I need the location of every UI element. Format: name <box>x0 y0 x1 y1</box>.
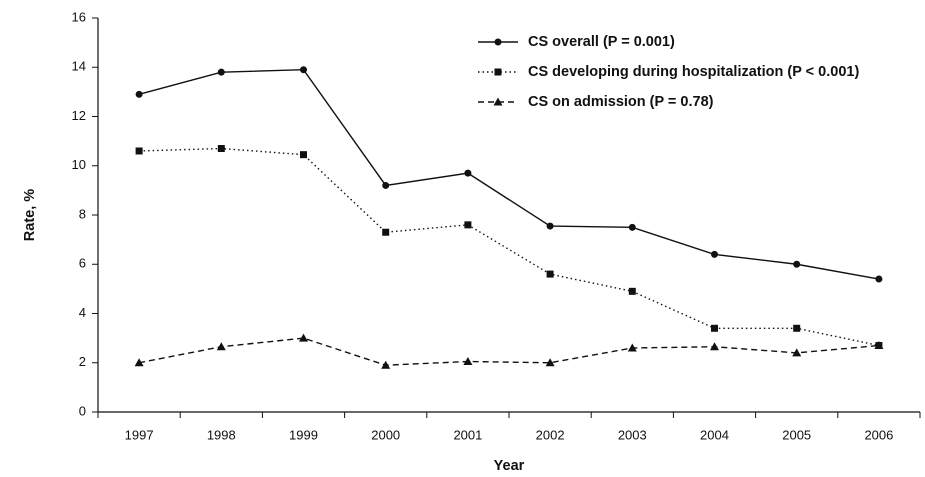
legend-label: CS overall (P = 0.001) <box>528 34 675 50</box>
marker <box>711 324 718 332</box>
x-tick-label: 2000 <box>371 427 400 442</box>
marker <box>545 358 555 367</box>
marker <box>628 223 636 231</box>
marker <box>135 147 143 155</box>
marker <box>793 324 801 332</box>
marker <box>711 250 718 258</box>
x-tick-label: 2001 <box>453 427 482 442</box>
x-tick-label: 2006 <box>864 427 893 442</box>
marker <box>135 90 143 98</box>
y-axis-label: Rate, % <box>22 189 38 241</box>
legend-label: CS on admission (P = 0.78) <box>528 94 714 110</box>
marker <box>217 145 225 153</box>
series-line <box>138 69 880 280</box>
series-line <box>139 147 880 347</box>
marker <box>494 68 502 76</box>
marker <box>300 66 307 74</box>
marker <box>546 270 554 278</box>
marker <box>464 221 472 229</box>
marker <box>299 333 308 342</box>
x-tick-label: 2002 <box>536 427 565 442</box>
marker <box>217 68 225 76</box>
marker <box>464 169 472 177</box>
marker <box>875 275 883 283</box>
marker <box>300 151 307 159</box>
x-tick-label: 2005 <box>782 427 811 442</box>
x-tick-label: 2004 <box>700 427 729 442</box>
y-tick-label: 10 <box>72 157 86 172</box>
marker <box>493 97 503 106</box>
x-tick-label: 2003 <box>618 427 647 442</box>
x-tick-label: 1999 <box>289 427 318 442</box>
marker <box>546 222 554 230</box>
marker <box>134 358 144 367</box>
marker <box>382 228 390 236</box>
x-axis-label: Year <box>494 458 525 474</box>
y-tick-label: 16 <box>72 9 86 24</box>
y-tick-label: 2 <box>79 354 86 369</box>
marker <box>494 38 502 46</box>
marker <box>463 357 473 366</box>
y-tick-label: 14 <box>72 59 86 74</box>
x-tick-label: 1997 <box>125 427 154 442</box>
y-tick-label: 8 <box>79 206 86 221</box>
legend-label: CS developing during hospitalization (P … <box>528 64 859 80</box>
marker <box>793 260 801 268</box>
marker <box>710 342 719 351</box>
series-line <box>138 337 879 366</box>
marker <box>381 360 391 369</box>
y-tick-label: 6 <box>79 256 86 271</box>
y-tick-label: 12 <box>72 108 86 123</box>
marker <box>628 287 636 295</box>
marker <box>792 348 802 357</box>
x-tick-label: 1998 <box>207 427 236 442</box>
marker <box>382 181 390 189</box>
marker <box>216 342 226 351</box>
marker <box>627 343 637 352</box>
y-tick-label: 0 <box>79 403 86 418</box>
y-tick-label: 4 <box>79 305 86 320</box>
marker <box>874 341 884 350</box>
